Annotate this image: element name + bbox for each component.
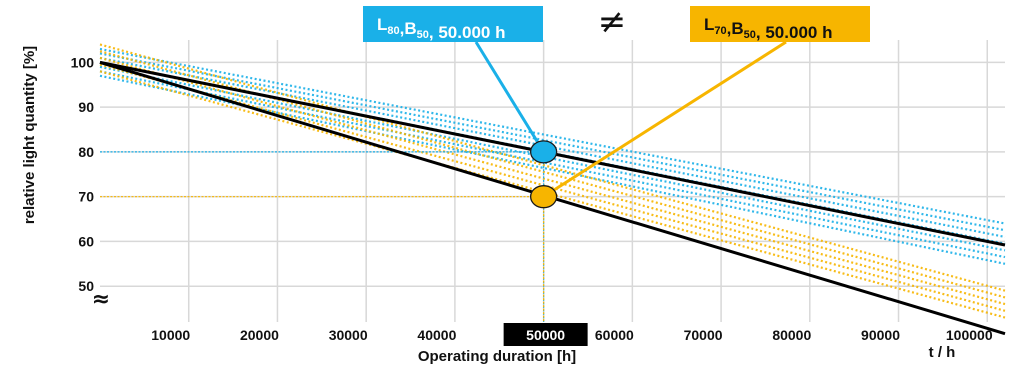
x-unit-label: t / h [929, 344, 956, 361]
x-axis-title: Operating duration [h] [418, 348, 576, 365]
y-tick-label: 50 [78, 278, 94, 294]
x-tick-label: 30000 [329, 327, 368, 343]
band-blue-line-5 [99, 52, 1006, 232]
y-tick-label: 90 [78, 99, 94, 115]
band-yellow-line-1 [99, 63, 1006, 312]
scatter-bands [99, 43, 1006, 319]
marker-blue [529, 140, 558, 164]
guide-lines [100, 151, 545, 322]
x-tick-label: 100000 [946, 327, 993, 343]
x-tick-label: 20000 [240, 327, 279, 343]
callout-label-blue: L80,B50, 50.000 h [377, 15, 505, 42]
y-tick-label: 100 [71, 54, 95, 70]
x-tick-highlight [503, 323, 588, 346]
x-tick-label: 40000 [417, 327, 456, 343]
band-yellow-line-3 [99, 50, 1006, 299]
y-tick-label: 70 [78, 189, 94, 205]
axis-break-symbol: ≈ [92, 287, 110, 312]
y-axis-title: relative light quantity [%] [21, 46, 38, 224]
tick-labels: 10000 20000 30000 40000 50000 60000 70000 80000… [71, 54, 993, 346]
y-tick-label: 60 [78, 233, 94, 249]
x-tick-label: 70000 [684, 327, 723, 343]
not-equal-symbol: ≠ [598, 2, 627, 42]
marker-yellow [529, 185, 558, 209]
markers [529, 140, 558, 209]
callout-label-yellow: L70,B50, 50.000 h [704, 15, 832, 42]
band-blue-line-6 [99, 47, 1006, 225]
x-tick-label: 50000 [526, 327, 565, 343]
band-blue-line-2 [99, 65, 1006, 252]
callout-box-blue [363, 6, 543, 42]
band-yellow-line-2 [99, 56, 1006, 306]
y-tick-label: 80 [78, 144, 94, 160]
x-tick-label: 60000 [595, 327, 634, 343]
callouts: L80,B50, 50.000 h L70,B50, 50.000 h [363, 6, 870, 198]
callout-box-yellow [690, 6, 870, 42]
band-blue-line-1 [99, 70, 1006, 259]
callout-leader-blue [474, 41, 545, 153]
x-tick-label: 10000 [151, 327, 190, 343]
band-blue-line-4 [99, 56, 1006, 239]
x-tick-label: 80000 [772, 327, 811, 343]
callout-leader-yellow [542, 40, 787, 198]
band-yellow-line-4 [99, 43, 1006, 292]
x-tick-label: 90000 [861, 327, 900, 343]
